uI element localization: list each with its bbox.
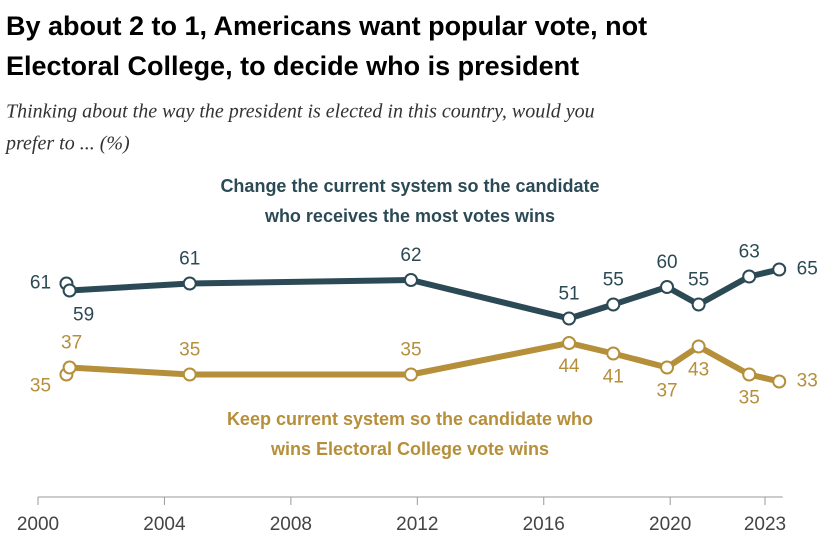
chart-title: By about 2 to 1, Americans want popular … bbox=[6, 11, 647, 41]
data-point bbox=[691, 339, 706, 354]
data-point bbox=[562, 311, 577, 326]
x-tick-label: 2000 bbox=[17, 514, 59, 535]
series-label: Change the current system so the candida… bbox=[220, 176, 599, 196]
chart-subtitle-line2: prefer to ... (%) bbox=[4, 133, 130, 155]
x-tick-label: 2012 bbox=[396, 514, 438, 535]
series-label: Keep current system so the candidate who bbox=[227, 409, 593, 429]
data-label: 61 bbox=[179, 249, 200, 270]
data-label: 35 bbox=[739, 388, 760, 409]
data-label: 37 bbox=[656, 381, 677, 402]
x-tick-label: 2016 bbox=[523, 514, 565, 535]
data-point bbox=[403, 367, 418, 382]
series-line bbox=[63, 266, 780, 322]
data-label: 59 bbox=[73, 305, 94, 326]
data-label: 33 bbox=[797, 371, 818, 392]
data-point bbox=[62, 360, 77, 375]
x-tick-label: 2020 bbox=[649, 514, 691, 535]
data-label: 51 bbox=[558, 284, 579, 305]
data-point bbox=[691, 297, 706, 312]
data-label: 44 bbox=[558, 356, 580, 377]
chart-subtitle: Thinking about the way the president is … bbox=[6, 101, 595, 123]
data-label: 35 bbox=[30, 376, 51, 397]
series-label: who receives the most votes wins bbox=[264, 206, 555, 226]
data-label: 60 bbox=[656, 252, 677, 273]
series-line bbox=[63, 340, 780, 385]
data-label: 35 bbox=[400, 340, 421, 361]
data-label: 55 bbox=[688, 270, 709, 291]
x-tick-label: 2008 bbox=[270, 514, 312, 535]
data-point bbox=[182, 276, 197, 291]
chart-title-line2: Electoral College, to decide who is pres… bbox=[6, 51, 579, 81]
data-label: 62 bbox=[400, 245, 421, 266]
series-label: wins Electoral College vote wins bbox=[270, 439, 549, 459]
data-point bbox=[660, 280, 675, 294]
data-point bbox=[606, 297, 621, 312]
data-point bbox=[742, 269, 757, 284]
data-point bbox=[742, 367, 757, 382]
data-point bbox=[182, 367, 197, 382]
data-label: 43 bbox=[688, 360, 709, 381]
data-label: 63 bbox=[739, 242, 760, 263]
data-point bbox=[660, 360, 675, 375]
data-point bbox=[403, 273, 418, 287]
data-point bbox=[562, 336, 577, 350]
data-point bbox=[606, 346, 621, 361]
x-tick-label: 2023 bbox=[744, 514, 786, 535]
x-tick-label: 2004 bbox=[143, 514, 186, 535]
data-point bbox=[772, 262, 787, 277]
data-label: 37 bbox=[61, 333, 82, 354]
data-label: 55 bbox=[603, 270, 624, 291]
data-label: 65 bbox=[797, 259, 818, 280]
data-point bbox=[772, 374, 787, 389]
data-label: 35 bbox=[179, 340, 200, 361]
data-point bbox=[62, 283, 77, 298]
data-label: 41 bbox=[603, 367, 624, 388]
data-label: 61 bbox=[30, 273, 51, 294]
